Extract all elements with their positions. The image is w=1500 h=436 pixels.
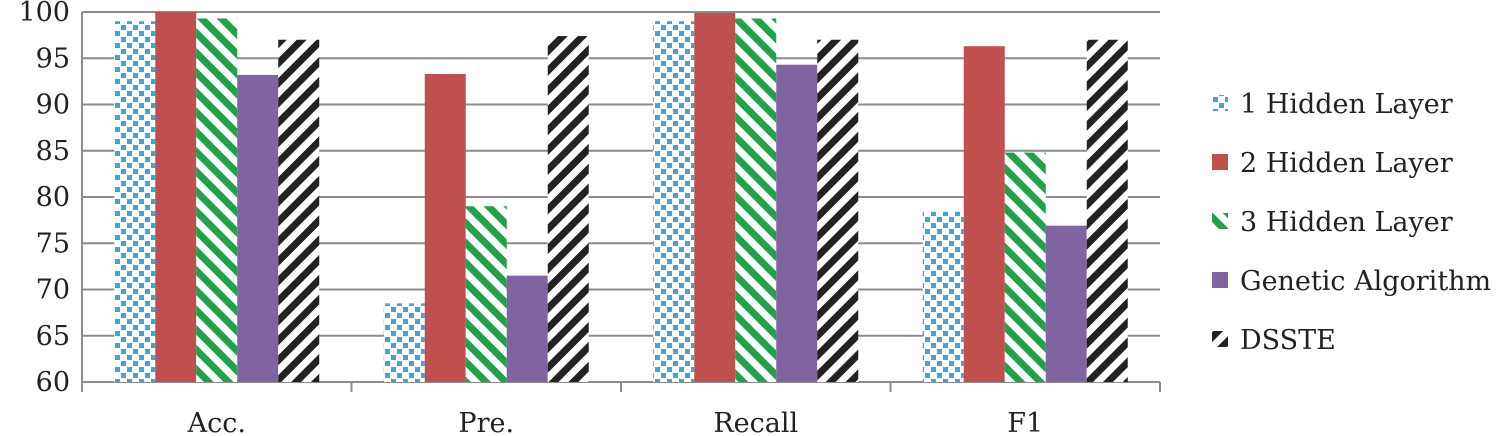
bar-3-hidden-layer-pre: [465, 206, 507, 382]
legend-swatch: [1212, 213, 1228, 229]
category-labels: Acc. Pre. Recall F1: [187, 408, 1044, 436]
bar-2-hidden-layer-pre: [424, 73, 466, 382]
bar-dsste-f1: [1086, 39, 1128, 382]
legend-swatch: [1212, 95, 1228, 111]
bar-1-hidden-layer-acc: [114, 21, 156, 382]
bar-dsste-pre: [547, 36, 589, 383]
bar-3-hidden-layer-recall: [735, 18, 777, 382]
bar-dsste-recall: [817, 39, 859, 382]
bar-genetic-algorithm-pre: [506, 275, 548, 382]
y-tick-label: 100: [18, 0, 70, 28]
bar-3-hidden-layer-f1: [1004, 152, 1046, 382]
bar-2-hidden-layer-recall: [694, 12, 736, 383]
bar-1-hidden-layer-f1: [922, 211, 964, 382]
y-tick-label: 85: [36, 136, 70, 167]
category-label: Recall: [713, 408, 798, 436]
bar-3-hidden-layer-acc: [196, 18, 238, 382]
category-label: F1: [1007, 408, 1043, 436]
category-label: Acc.: [187, 408, 246, 436]
legend-label: 3 Hidden Layer: [1240, 207, 1453, 238]
bar-1-hidden-layer-pre: [383, 303, 425, 382]
y-tick-label: 90: [36, 90, 70, 121]
legend-swatch: [1212, 272, 1228, 288]
legend: 1 Hidden Layer 2 Hidden Layer 3 Hidden Lay…: [1212, 89, 1491, 356]
legend-label: Genetic Algorithm: [1240, 266, 1491, 297]
legend-swatch: [1212, 331, 1228, 347]
y-tick-label: 80: [36, 182, 70, 213]
y-tick-label: 65: [36, 321, 70, 352]
y-tick-label: 75: [36, 228, 70, 259]
legend-label: 1 Hidden Layer: [1240, 89, 1453, 120]
y-tick-label: 70: [36, 275, 70, 306]
y-tick-labels: 60 65 70 75 80 85 90 95 100: [18, 0, 70, 398]
y-tick-label: 60: [36, 367, 70, 398]
category-label: Pre.: [458, 408, 514, 436]
bar-dsste-acc: [278, 39, 320, 382]
bar-genetic-algorithm-acc: [237, 74, 279, 383]
bar-1-hidden-layer-recall: [653, 21, 695, 382]
bars: [114, 12, 1128, 383]
bar-2-hidden-layer-acc: [155, 12, 197, 382]
legend-swatch: [1212, 154, 1228, 170]
legend-label: DSSTE: [1240, 325, 1336, 356]
bar-genetic-algorithm-f1: [1045, 225, 1087, 382]
y-tick-label: 95: [36, 43, 70, 74]
bar-genetic-algorithm-recall: [776, 64, 818, 382]
legend-label: 2 Hidden Layer: [1240, 148, 1453, 179]
bar-2-hidden-layer-f1: [963, 46, 1005, 382]
